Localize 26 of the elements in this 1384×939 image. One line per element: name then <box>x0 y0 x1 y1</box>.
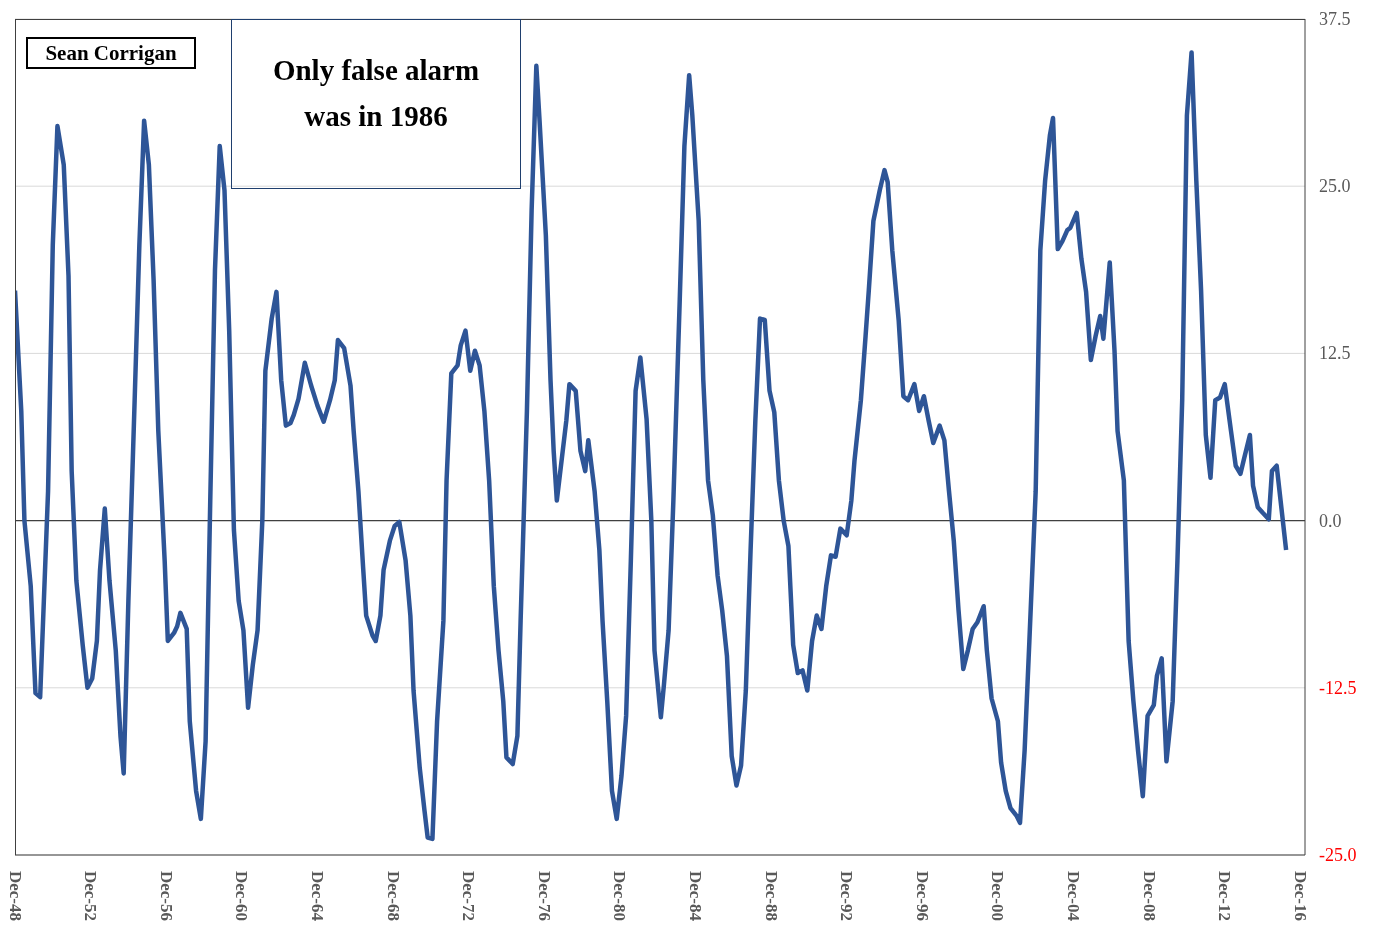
x-tick-label: Dec-68 <box>383 871 403 922</box>
x-tick-label: Dec-64 <box>307 871 327 922</box>
x-tick-label: Dec-56 <box>156 871 176 922</box>
x-tick-label: Dec-92 <box>837 871 857 922</box>
y-tick-label: 25.0 <box>1319 176 1351 197</box>
x-tick-label: Dec-04 <box>1064 871 1084 922</box>
y-tick-label: 37.5 <box>1319 9 1351 29</box>
y-tick-label: -12.5 <box>1319 677 1357 698</box>
x-tick-label: Dec-12 <box>1215 871 1235 922</box>
x-tick-label: Dec-60 <box>232 871 252 922</box>
annotation: Only false alarm was in 1986 <box>231 19 521 189</box>
x-tick-label: Dec-48 <box>5 871 25 922</box>
x-tick-label: Dec-72 <box>459 871 479 922</box>
x-tick-label: Dec-84 <box>685 871 705 922</box>
y-tick-label: -25.0 <box>1319 845 1357 865</box>
x-tick-label: Dec-88 <box>761 871 781 922</box>
x-tick-label: Dec-00 <box>988 871 1008 922</box>
x-tick-label: Dec-80 <box>610 871 630 922</box>
x-tick-label: Dec-16 <box>1290 871 1310 922</box>
x-tick-label: Dec-52 <box>81 871 101 922</box>
x-tick-label: Dec-08 <box>1139 871 1159 922</box>
annotation: Sean Corrigan <box>26 37 196 69</box>
y-tick-label: 12.5 <box>1319 343 1351 364</box>
x-tick-label: Dec-96 <box>912 871 932 922</box>
x-tick-label: Dec-76 <box>534 871 554 922</box>
y-tick-label: 0.0 <box>1319 510 1342 531</box>
